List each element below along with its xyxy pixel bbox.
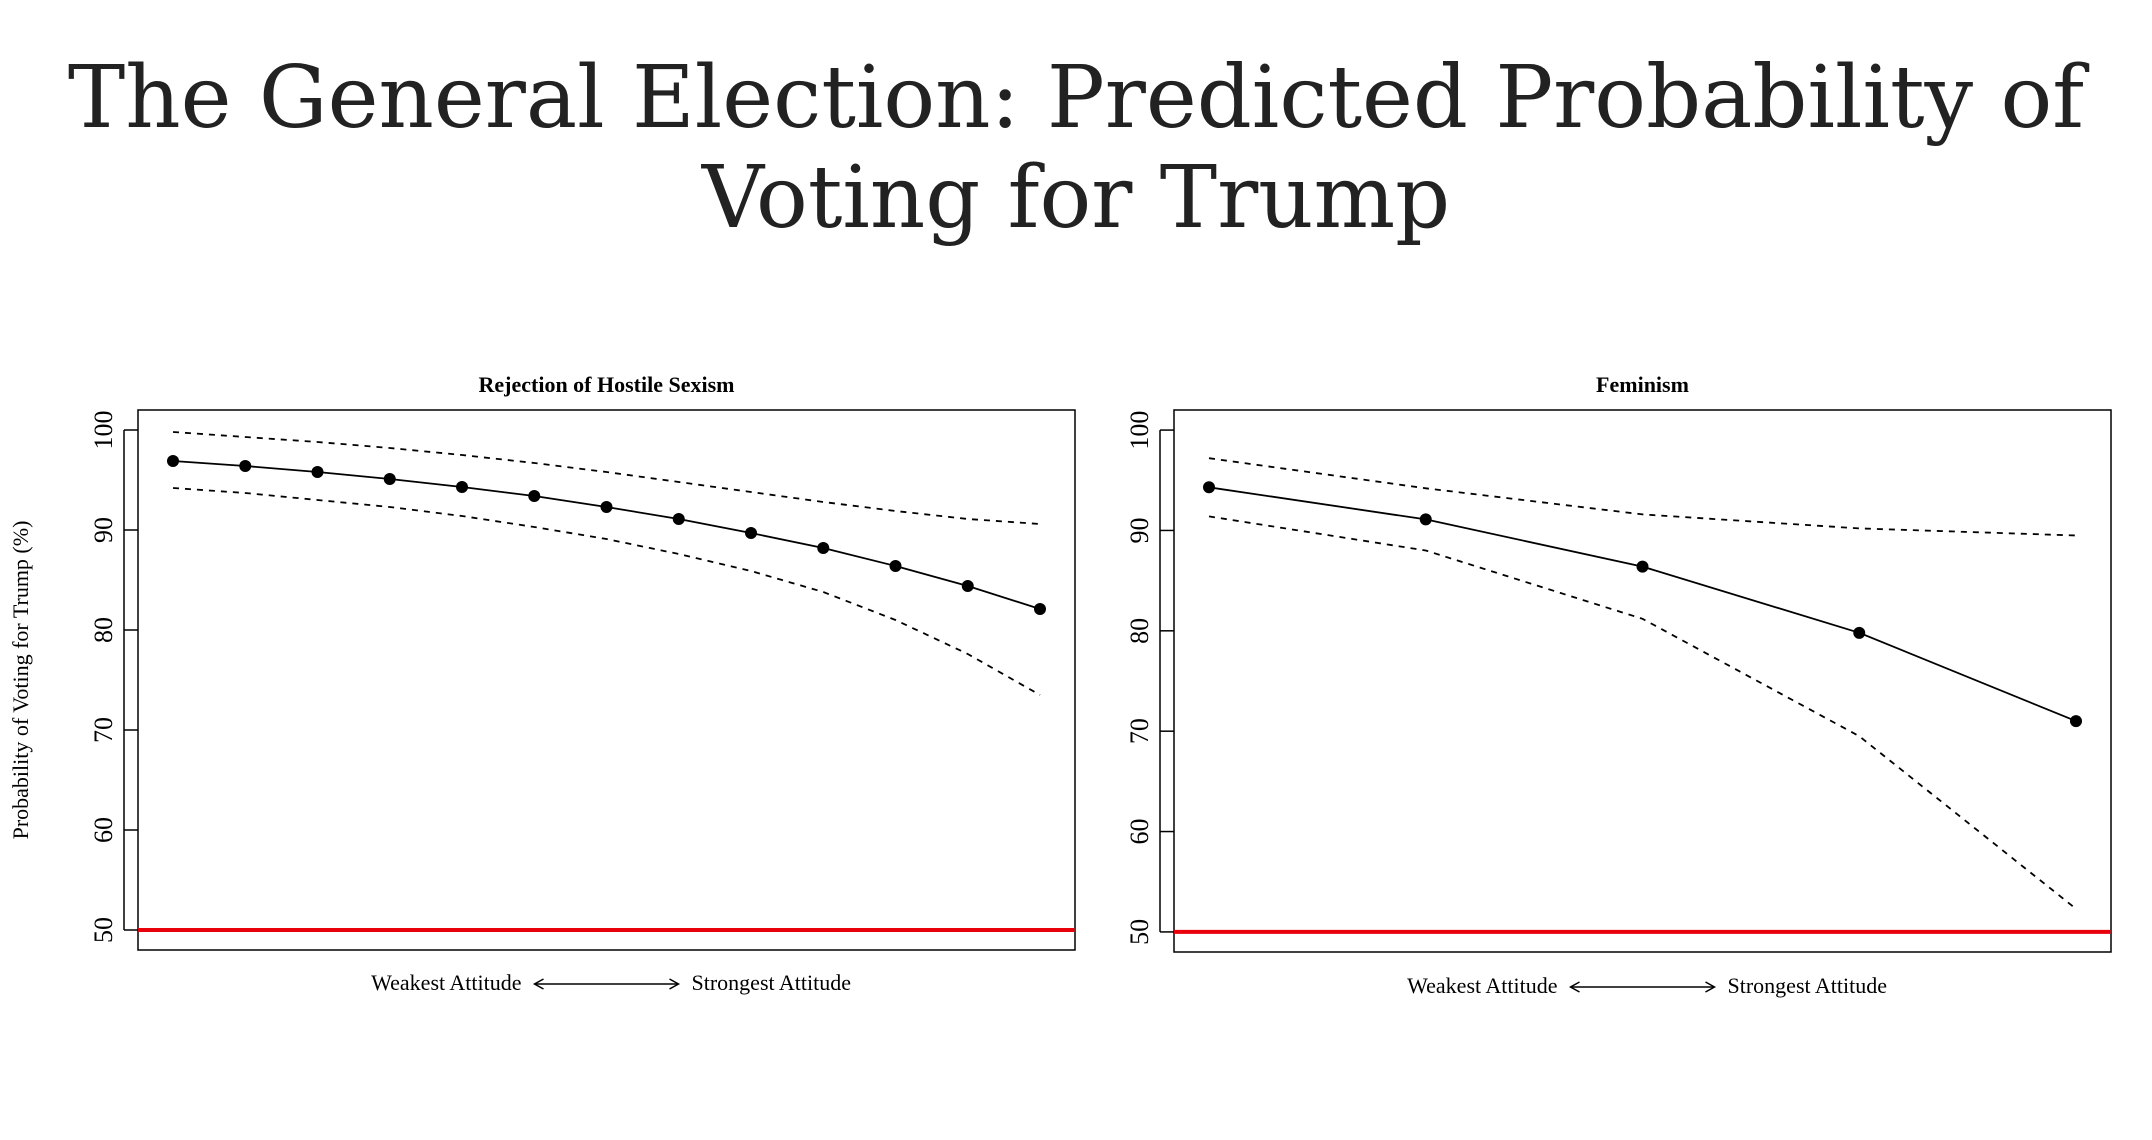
y-tick-label: 90 xyxy=(89,517,118,543)
chart-panel-feminism: Feminism 50 60 70 80 90 100 Weakest Attitude Str… xyxy=(1125,372,2111,998)
data-point xyxy=(1420,513,1432,525)
data-point xyxy=(1853,627,1865,639)
data-point xyxy=(239,460,251,472)
series-line-lower xyxy=(1209,516,2076,908)
x-label-left: Weakest Attitude xyxy=(371,970,521,995)
y-tick-label: 70 xyxy=(1125,718,1154,744)
data-point xyxy=(962,580,974,592)
y-tick-label: 50 xyxy=(1125,919,1154,945)
data-point xyxy=(456,481,468,493)
data-point xyxy=(745,527,757,539)
series-line-estimate xyxy=(1209,487,2076,721)
y-tick-label: 100 xyxy=(89,411,118,450)
plot-frame xyxy=(1174,410,2111,952)
y-tick-label: 100 xyxy=(1125,411,1154,450)
y-tick-label: 60 xyxy=(89,817,118,843)
y-tick-label: 80 xyxy=(89,617,118,643)
series-line-upper xyxy=(1209,458,2076,535)
data-point xyxy=(167,455,179,467)
data-point xyxy=(817,542,829,554)
chart-title: Feminism xyxy=(1596,372,1689,397)
x-label-right: Strongest Attitude xyxy=(692,970,852,995)
y-tick-label: 60 xyxy=(1125,819,1154,845)
y-axis-label: Probability of Voting for Trump (%) xyxy=(8,521,33,840)
data-point xyxy=(384,473,396,485)
data-point xyxy=(890,560,902,572)
series-line-lower xyxy=(173,488,1040,695)
data-point xyxy=(1637,561,1649,573)
chart-title: Rejection of Hostile Sexism xyxy=(479,372,735,397)
series-line-estimate xyxy=(173,461,1040,609)
y-tick-label: 80 xyxy=(1125,618,1154,644)
y-tick-label: 90 xyxy=(1125,517,1154,543)
data-point xyxy=(1203,481,1215,493)
y-tick-label: 70 xyxy=(89,717,118,743)
x-label-right: Strongest Attitude xyxy=(1728,973,1888,998)
data-point xyxy=(673,513,685,525)
data-point xyxy=(2070,715,2082,727)
data-point xyxy=(601,501,613,513)
data-point xyxy=(1034,603,1046,615)
plot-frame xyxy=(138,410,1075,950)
data-point xyxy=(528,490,540,502)
y-tick-label: 50 xyxy=(89,917,118,943)
chart-panel-hostile-sexism: Rejection of Hostile Sexism 50 60 70 80 90 100… xyxy=(8,372,1075,995)
x-label-left: Weakest Attitude xyxy=(1407,973,1557,998)
data-point xyxy=(312,466,324,478)
